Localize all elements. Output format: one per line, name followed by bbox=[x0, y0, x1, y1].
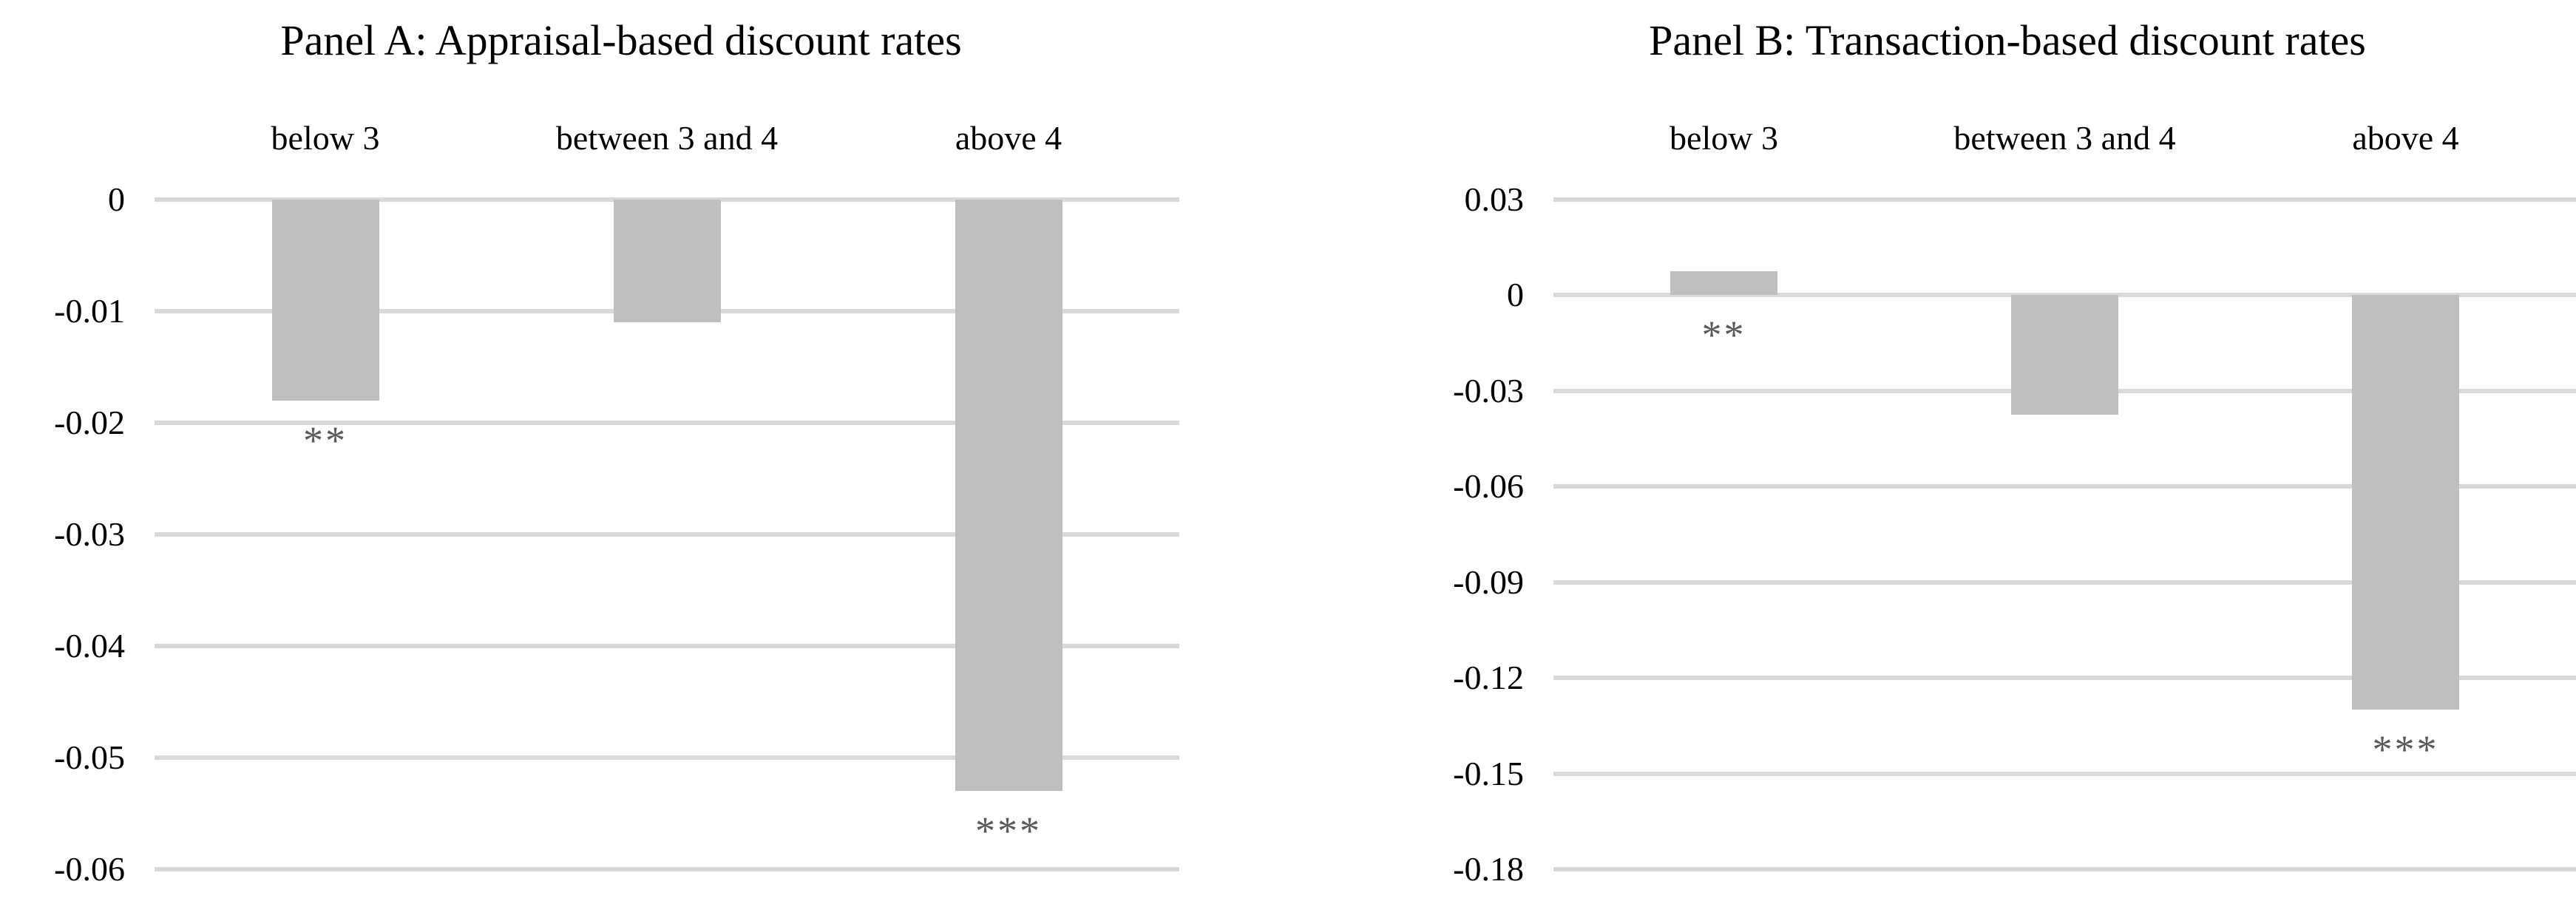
x-category-label: above 4 bbox=[2352, 119, 2459, 157]
y-axis-tick-label: -0.15 bbox=[1453, 754, 1524, 792]
gridline bbox=[155, 755, 1179, 760]
gridline bbox=[1553, 771, 2576, 776]
y-axis-tick-label: -0.18 bbox=[1453, 850, 1524, 888]
gridline bbox=[1553, 580, 2576, 585]
gridline bbox=[155, 644, 1179, 648]
bar-below-3 bbox=[1670, 271, 1777, 296]
gridline bbox=[155, 867, 1179, 871]
x-category-label: between 3 and 4 bbox=[555, 119, 779, 157]
bar-above-4 bbox=[2352, 295, 2459, 710]
significance-stars: *** bbox=[2372, 727, 2439, 772]
gridline bbox=[1553, 197, 2576, 202]
y-axis-tick-label: -0.01 bbox=[54, 292, 125, 330]
y-axis-tick-label: -0.05 bbox=[54, 738, 125, 776]
bar-between-3-and-4 bbox=[613, 200, 721, 323]
y-axis-tick-label: -0.12 bbox=[1453, 659, 1524, 697]
y-axis-tick-label: -0.06 bbox=[1453, 467, 1524, 506]
y-axis-tick-label: 0 bbox=[1507, 276, 1524, 314]
gridline bbox=[1553, 676, 2576, 681]
panel-b-title: Panel B: Transaction-based discount rate… bbox=[1649, 16, 2366, 64]
y-axis-tick-label: -0.06 bbox=[54, 850, 125, 888]
panel-a-title: Panel A: Appraisal-based discount rates bbox=[280, 16, 962, 64]
y-axis-tick-label: -0.03 bbox=[1453, 371, 1524, 409]
bar-below-3 bbox=[271, 200, 379, 401]
y-axis-tick-label: -0.03 bbox=[54, 515, 125, 553]
bar-above-4 bbox=[955, 200, 1062, 792]
significance-stars: *** bbox=[975, 809, 1042, 854]
x-category-label: below 3 bbox=[271, 119, 380, 157]
y-axis-tick-label: 0 bbox=[108, 180, 125, 218]
significance-stars: ** bbox=[303, 418, 348, 463]
gridline bbox=[155, 532, 1179, 537]
y-axis-tick-label: -0.02 bbox=[54, 404, 125, 441]
gridline bbox=[1553, 484, 2576, 489]
x-category-label: below 3 bbox=[1670, 119, 1778, 157]
gridline bbox=[1553, 867, 2576, 871]
y-axis-tick-label: -0.09 bbox=[1453, 563, 1524, 601]
significance-stars: ** bbox=[1701, 313, 1746, 358]
x-category-label: between 3 and 4 bbox=[1953, 119, 2176, 157]
y-axis-tick-label: -0.04 bbox=[54, 627, 125, 665]
x-category-label: above 4 bbox=[955, 119, 1062, 157]
bar-between-3-and-4 bbox=[2011, 295, 2118, 415]
y-axis-tick-label: 0.03 bbox=[1464, 180, 1525, 218]
gridline bbox=[155, 421, 1179, 425]
